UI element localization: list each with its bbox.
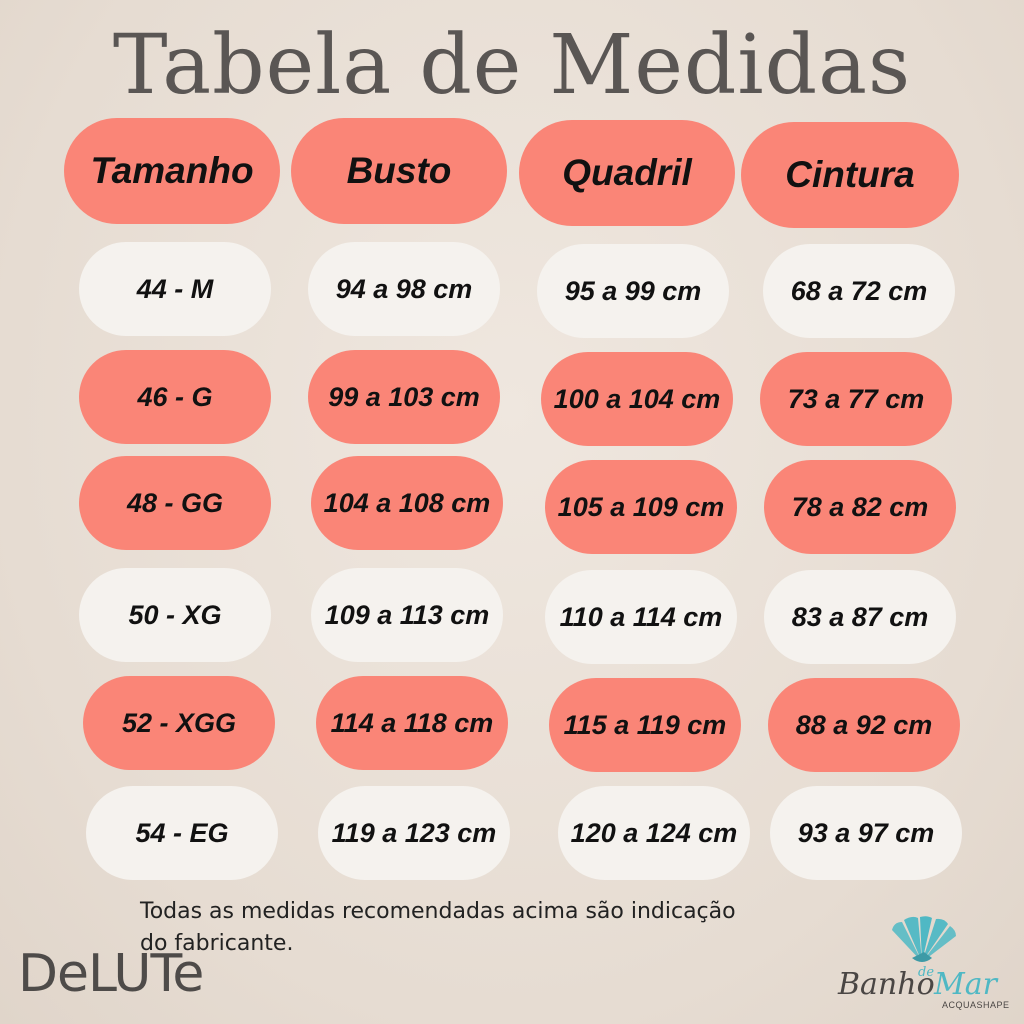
- header-busto: Busto: [291, 118, 507, 224]
- header-tamanho: Tamanho: [64, 118, 280, 224]
- banho-text: Banho: [837, 967, 935, 1002]
- busto-cell: 94 a 98 cm: [308, 242, 500, 336]
- busto-cell: 114 a 118 cm: [316, 676, 508, 770]
- quadril-cell: 100 a 104 cm: [541, 352, 733, 446]
- busto-cell: 119 a 123 cm: [318, 786, 510, 880]
- quadril-cell: 105 a 109 cm: [545, 460, 737, 554]
- size-cell: 46 - G: [79, 350, 271, 444]
- note-line-2: do fabricante.: [140, 931, 294, 956]
- cintura-cell: 68 a 72 cm: [763, 244, 955, 338]
- de-text: de: [918, 965, 934, 980]
- note-line-1: Todas as medidas recomendadas acima são …: [140, 899, 736, 924]
- page-title: Tabela de Medidas: [112, 18, 912, 113]
- quadril-cell: 110 a 114 cm: [545, 570, 737, 664]
- acquashape-text: ACQUASHAPE: [942, 1000, 1010, 1010]
- cintura-cell: 93 a 97 cm: [770, 786, 962, 880]
- shell-icon: [892, 916, 956, 962]
- cintura-cell: 78 a 82 cm: [764, 460, 956, 554]
- quadril-cell: 95 a 99 cm: [537, 244, 729, 338]
- size-cell: 52 - XGG: [83, 676, 275, 770]
- size-cell: 50 - XG: [79, 568, 271, 662]
- mar-text: Mar: [933, 967, 999, 1002]
- cintura-cell: 83 a 87 cm: [764, 570, 956, 664]
- cintura-cell: 88 a 92 cm: [768, 678, 960, 772]
- delute-logo: DeLUTe: [18, 944, 204, 1004]
- busto-cell: 109 a 113 cm: [311, 568, 503, 662]
- banho-de-mar-logo: Banho de Mar ACQUASHAPE: [837, 916, 1010, 1010]
- cintura-cell: 73 a 77 cm: [760, 352, 952, 446]
- quadril-cell: 120 a 124 cm: [558, 786, 750, 880]
- header-quadril: Quadril: [519, 120, 735, 226]
- busto-cell: 99 a 103 cm: [308, 350, 500, 444]
- busto-cell: 104 a 108 cm: [311, 456, 503, 550]
- size-cell: 48 - GG: [79, 456, 271, 550]
- manufacturer-note: Todas as medidas recomendadas acima são …: [140, 896, 900, 960]
- header-cintura: Cintura: [741, 122, 959, 228]
- size-cell: 54 - EG: [86, 786, 278, 880]
- size-cell: 44 - M: [79, 242, 271, 336]
- quadril-cell: 115 a 119 cm: [549, 678, 741, 772]
